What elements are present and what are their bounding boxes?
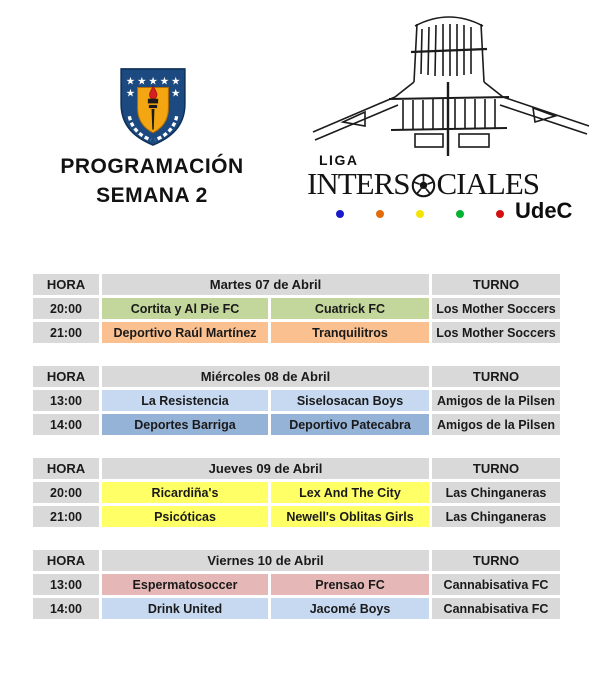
home-team-cell: Deportes Barriga bbox=[102, 414, 268, 435]
date-header: Miércoles 08 de Abril bbox=[102, 366, 429, 387]
turno-header: TURNO bbox=[432, 274, 560, 295]
intersociales-wordmark: INTERS CIALES bbox=[307, 166, 540, 202]
udec-label: UdeC bbox=[515, 198, 573, 223]
soccer-ball-icon bbox=[411, 173, 435, 197]
schedule-tables: HORA Martes 07 de Abril TURNO 20:00 Cort… bbox=[33, 274, 560, 642]
home-team-cell: Espermatosoccer bbox=[102, 574, 268, 595]
hora-header: HORA bbox=[33, 366, 99, 387]
page-title-line1: PROGRAMACIÓN bbox=[60, 155, 244, 178]
away-team-cell: Deportivo Patecabra bbox=[271, 414, 429, 435]
color-dot-green bbox=[456, 210, 464, 218]
schedule-table-thursday: HORA Jueves 09 de Abril TURNO 20:00 Rica… bbox=[33, 458, 560, 527]
away-team-cell: Siselosacan Boys bbox=[271, 390, 429, 411]
schedule-table-friday: HORA Viernes 10 de Abril TURNO 13:00 Esp… bbox=[33, 550, 560, 619]
time-cell: 14:00 bbox=[33, 598, 99, 619]
turno-header: TURNO bbox=[432, 458, 560, 479]
home-team-cell: Ricardiña's bbox=[102, 482, 268, 503]
turno-cell: Cannabisativa FC bbox=[432, 598, 560, 619]
schedule-table-wednesday: HORA Miércoles 08 de Abril TURNO 13:00 L… bbox=[33, 366, 560, 435]
svg-text:★: ★ bbox=[171, 76, 180, 87]
home-team-cell: La Resistencia bbox=[102, 390, 268, 411]
home-team-cell: Psicóticas bbox=[102, 506, 268, 527]
date-header: Viernes 10 de Abril bbox=[102, 550, 429, 571]
turno-cell: Los Mother Soccers bbox=[432, 298, 560, 319]
turno-cell: Amigos de la Pilsen bbox=[432, 390, 560, 411]
away-team-cell: Jacomé Boys bbox=[271, 598, 429, 619]
turno-cell: Amigos de la Pilsen bbox=[432, 414, 560, 435]
page-title-line2: SEMANA 2 bbox=[96, 184, 208, 207]
hora-header: HORA bbox=[33, 458, 99, 479]
away-team-cell: Tranquilitros bbox=[271, 322, 429, 343]
color-dot-red bbox=[496, 210, 504, 218]
color-dot-yellow bbox=[416, 210, 424, 218]
svg-text:★: ★ bbox=[160, 76, 169, 87]
liga-intersociales-logo: LIGA INTERS CIALES UdeC bbox=[303, 4, 601, 236]
svg-text:★: ★ bbox=[148, 76, 157, 87]
turno-cell: Los Mother Soccers bbox=[432, 322, 560, 343]
time-cell: 21:00 bbox=[33, 506, 99, 527]
home-team-cell: Deportivo Raúl Martínez bbox=[102, 322, 268, 343]
turno-header: TURNO bbox=[432, 550, 560, 571]
date-header: Jueves 09 de Abril bbox=[102, 458, 429, 479]
hora-header: HORA bbox=[33, 550, 99, 571]
turno-header: TURNO bbox=[432, 366, 560, 387]
date-header: Martes 07 de Abril bbox=[102, 274, 429, 295]
time-cell: 21:00 bbox=[33, 322, 99, 343]
away-team-cell: Newell's Oblitas Girls bbox=[271, 506, 429, 527]
home-team-cell: Cortita y Al Pie FC bbox=[102, 298, 268, 319]
away-team-cell: Lex And The City bbox=[271, 482, 429, 503]
turno-cell: Las Chinganeras bbox=[432, 506, 560, 527]
time-cell: 14:00 bbox=[33, 414, 99, 435]
away-team-cell: Cuatrick FC bbox=[271, 298, 429, 319]
liga-label: LIGA bbox=[319, 152, 359, 168]
svg-text:★: ★ bbox=[126, 89, 135, 100]
color-dot-blue bbox=[336, 210, 344, 218]
udec-crest-logo: ★ ★ ★ ★ ★ ★ ★ bbox=[120, 68, 186, 146]
schedule-table-tuesday: HORA Martes 07 de Abril TURNO 20:00 Cort… bbox=[33, 274, 560, 343]
wordmark-right: CIALES bbox=[436, 166, 540, 201]
logo-color-dots bbox=[336, 210, 504, 218]
wordmark-left: INTERS bbox=[307, 166, 410, 201]
away-team-cell: Prensao FC bbox=[271, 574, 429, 595]
svg-text:★: ★ bbox=[126, 76, 135, 87]
turno-cell: Las Chinganeras bbox=[432, 482, 560, 503]
svg-text:★: ★ bbox=[137, 76, 146, 87]
time-cell: 20:00 bbox=[33, 482, 99, 503]
time-cell: 13:00 bbox=[33, 390, 99, 411]
svg-text:★: ★ bbox=[171, 89, 180, 100]
hora-header: HORA bbox=[33, 274, 99, 295]
home-team-cell: Drink United bbox=[102, 598, 268, 619]
page-title: PROGRAMACIÓN SEMANA 2 bbox=[18, 152, 286, 210]
campanile-drawing-icon bbox=[312, 16, 590, 156]
time-cell: 20:00 bbox=[33, 298, 99, 319]
time-cell: 13:00 bbox=[33, 574, 99, 595]
turno-cell: Cannabisativa FC bbox=[432, 574, 560, 595]
color-dot-orange bbox=[376, 210, 384, 218]
